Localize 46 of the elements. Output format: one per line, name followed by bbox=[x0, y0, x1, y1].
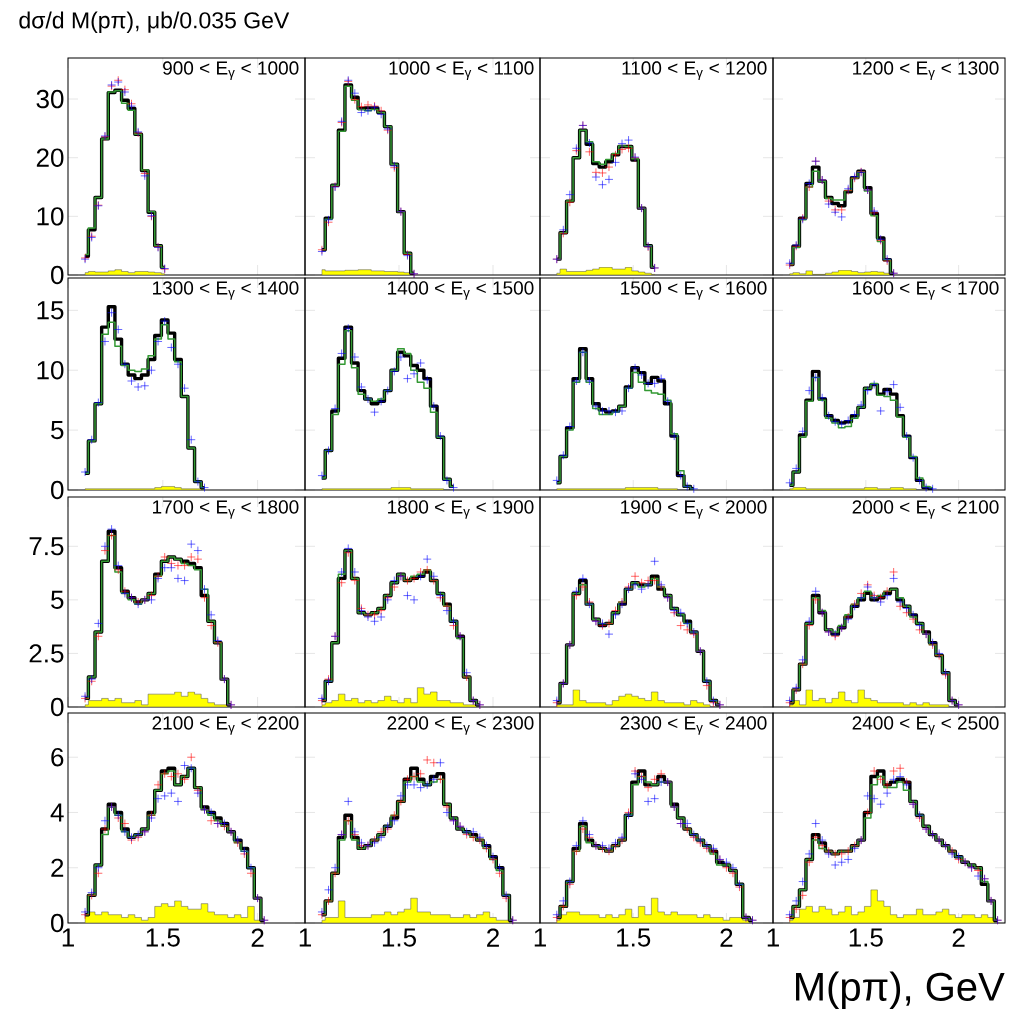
x-tick-label: 2 bbox=[251, 928, 264, 947]
y-tick-label: 6 bbox=[51, 748, 64, 767]
x-tick-label: 2 bbox=[720, 928, 733, 947]
chart-title: 2200 < E$_{γ}$ < 2300 bbox=[387, 716, 534, 735]
y-tick-label: 0 bbox=[51, 265, 64, 285]
y-tick-label: 15 bbox=[37, 301, 64, 320]
y-axis-title: dσ/d M(pπ), μb/0.035 GeV bbox=[19, 11, 290, 33]
chart-title: 900 < E$_{γ}$ < 1000 bbox=[163, 61, 299, 80]
y-tick-label: 2 bbox=[51, 858, 64, 877]
y-tick-label: 30 bbox=[36, 89, 64, 109]
y-tick-label: 7.5 bbox=[29, 537, 64, 556]
chart-title: 2000 < E$_{γ}$ < 2100 bbox=[852, 500, 999, 519]
x-tick-label: 1.5 bbox=[146, 928, 180, 947]
x-tick-label: 2 bbox=[952, 928, 965, 947]
chart-title: 1300 < E$_{γ}$ < 1400 bbox=[153, 281, 299, 300]
y-tick-label: 2.5 bbox=[29, 644, 64, 663]
chart-title: 1800 < E$_{γ}$ < 1900 bbox=[388, 500, 534, 519]
chart-title: 1500 < E$_{γ}$ < 1600 bbox=[621, 281, 767, 300]
y-tick-label: 5 bbox=[51, 590, 64, 609]
x-tick-label: 2 bbox=[487, 928, 499, 947]
y-tick-label: 0 bbox=[51, 480, 64, 500]
x-tick-label: 1 bbox=[299, 928, 311, 947]
x-tick-label: 1.5 bbox=[849, 928, 883, 947]
y-tick-label: 10 bbox=[37, 207, 64, 226]
chart-title: 1700 < E$_{γ}$ < 1800 bbox=[153, 500, 299, 519]
chart-title: 1100 < E$_{γ}$ < 1200 bbox=[622, 61, 767, 80]
y-tick-label: 0 bbox=[51, 697, 64, 717]
chart-title: 1900 < E$_{γ}$ < 2000 bbox=[621, 500, 767, 519]
chart-title: 2300 < E$_{γ}$ < 2400 bbox=[620, 716, 767, 735]
chart-title: 1600 < E$_{γ}$ < 1700 bbox=[853, 281, 999, 300]
y-tick-label: 10 bbox=[37, 361, 64, 380]
y-tick-label: 0 bbox=[51, 913, 64, 933]
x-axis-title: M(pπ), GeV bbox=[796, 971, 1005, 1009]
chart-title: 2400 < E$_{γ}$ < 2500 bbox=[852, 716, 999, 735]
chart-title: 1000 < E$_{γ}$ < 1100 bbox=[389, 61, 534, 80]
x-tick-label: 1 bbox=[534, 928, 546, 947]
chart-title: 1200 < E$_{γ}$ < 1300 bbox=[853, 61, 999, 80]
chart-title: 1400 < E$_{γ}$ < 1500 bbox=[388, 281, 534, 300]
chart-title: 2100 < E$_{γ}$ < 2200 bbox=[152, 716, 299, 735]
x-tick-label: 1 bbox=[62, 928, 74, 947]
x-tick-label: 1 bbox=[767, 928, 779, 947]
y-tick-label: 20 bbox=[36, 148, 64, 167]
y-tick-label: 4 bbox=[50, 803, 64, 822]
x-tick-label: 1.5 bbox=[617, 928, 651, 947]
y-tick-label: 5 bbox=[51, 421, 64, 440]
x-tick-label: 1.5 bbox=[382, 928, 416, 947]
